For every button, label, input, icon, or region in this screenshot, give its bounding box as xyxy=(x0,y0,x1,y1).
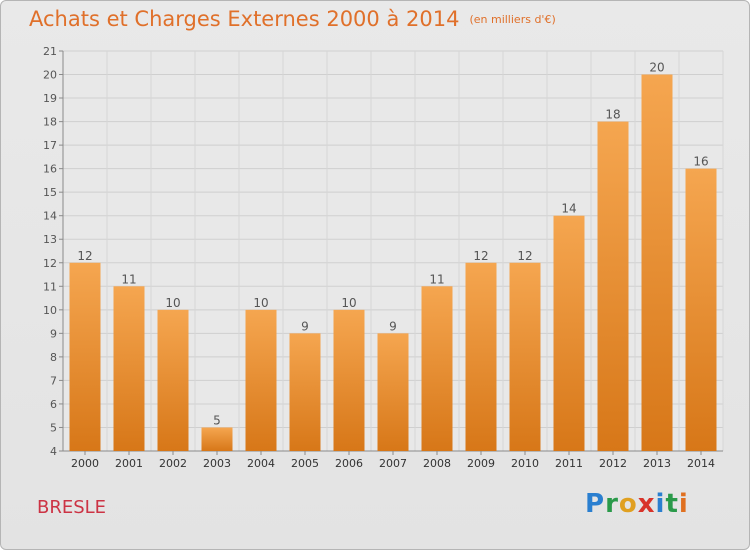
chart-unit: (en milliers d'€) xyxy=(469,13,556,26)
bar xyxy=(113,286,145,451)
logo-letter: r xyxy=(605,489,619,519)
data-label: 16 xyxy=(693,155,708,169)
data-label: 9 xyxy=(301,319,309,333)
x-tick-label: 2005 xyxy=(291,457,319,470)
data-label: 11 xyxy=(429,272,444,286)
x-tick-label: 2011 xyxy=(555,457,583,470)
bar xyxy=(157,309,189,451)
bars xyxy=(69,74,717,452)
x-tick-label: 2010 xyxy=(511,457,539,470)
data-label: 9 xyxy=(389,319,397,333)
y-tick-label: 5 xyxy=(50,421,57,434)
logo-letter: x xyxy=(637,489,656,519)
y-tick-label: 7 xyxy=(50,374,57,387)
bar xyxy=(509,262,541,451)
y-tick-label: 18 xyxy=(43,116,57,129)
x-tick-label: 2012 xyxy=(599,457,627,470)
bar xyxy=(597,121,629,452)
y-tick-label: 19 xyxy=(43,92,57,105)
bar xyxy=(421,286,453,451)
x-tick-label: 2009 xyxy=(467,457,495,470)
chart-title-text: Achats et Charges Externes 2000 à 2014 xyxy=(29,7,460,31)
y-tick-label: 12 xyxy=(43,257,57,270)
y-tick-label: 4 xyxy=(50,445,57,458)
x-tick-label: 2006 xyxy=(335,457,363,470)
y-tick-label: 20 xyxy=(43,69,57,82)
bar xyxy=(377,333,409,451)
x-tick-label: 2007 xyxy=(379,457,407,470)
x-tick-label: 2008 xyxy=(423,457,451,470)
chart-title: Achats et Charges Externes 2000 à 2014 (e… xyxy=(29,7,556,31)
logo-letter: i xyxy=(655,489,666,519)
x-tick-label: 2014 xyxy=(687,457,715,470)
logo-letter: t xyxy=(665,489,679,519)
data-label: 18 xyxy=(605,108,620,122)
y-tick-label: 16 xyxy=(43,163,57,176)
y-tick-label: 17 xyxy=(43,139,57,152)
y-tick-label: 15 xyxy=(43,186,57,199)
bar xyxy=(685,168,717,451)
bar xyxy=(641,74,673,451)
y-tick-label: 21 xyxy=(43,45,57,58)
data-label: 20 xyxy=(649,61,664,75)
town-name: BRESLE xyxy=(37,497,107,518)
y-tick-label: 11 xyxy=(43,280,57,293)
data-label: 12 xyxy=(77,249,92,263)
data-label: 12 xyxy=(473,249,488,263)
x-tick-label: 2003 xyxy=(203,457,231,470)
y-tick-label: 8 xyxy=(50,351,57,364)
logo-letter: P xyxy=(585,489,606,519)
data-label: 11 xyxy=(121,272,136,286)
x-tick-label: 2013 xyxy=(643,457,671,470)
data-label: 5 xyxy=(213,413,221,427)
x-tick-label: 2004 xyxy=(247,457,275,470)
proxiti-logo[interactable]: Proxiti xyxy=(585,489,689,519)
bar xyxy=(333,309,365,451)
data-label: 10 xyxy=(253,296,268,310)
data-labels: 12 11 10 5 10 9 10 9 11 12 12 14 18 20 16 xyxy=(77,61,708,428)
y-tick-label: 14 xyxy=(43,210,57,223)
bar xyxy=(289,333,321,451)
data-label: 14 xyxy=(561,202,576,216)
logo-letter: i xyxy=(678,489,689,519)
bar xyxy=(201,427,233,451)
bar xyxy=(69,262,101,451)
bar xyxy=(553,215,585,451)
data-label: 10 xyxy=(341,296,356,310)
bar xyxy=(465,262,497,451)
y-tick-label: 10 xyxy=(43,304,57,317)
x-tick-label: 2001 xyxy=(115,457,143,470)
data-label: 12 xyxy=(517,249,532,263)
y-tick-label: 9 xyxy=(50,327,57,340)
bar xyxy=(245,309,277,451)
x-tick-label: 2000 xyxy=(71,457,99,470)
y-tick-label: 13 xyxy=(43,233,57,246)
logo-letter: o xyxy=(618,489,638,519)
y-tick-label: 6 xyxy=(50,398,57,411)
x-tick-label: 2002 xyxy=(159,457,187,470)
data-label: 10 xyxy=(165,296,180,310)
